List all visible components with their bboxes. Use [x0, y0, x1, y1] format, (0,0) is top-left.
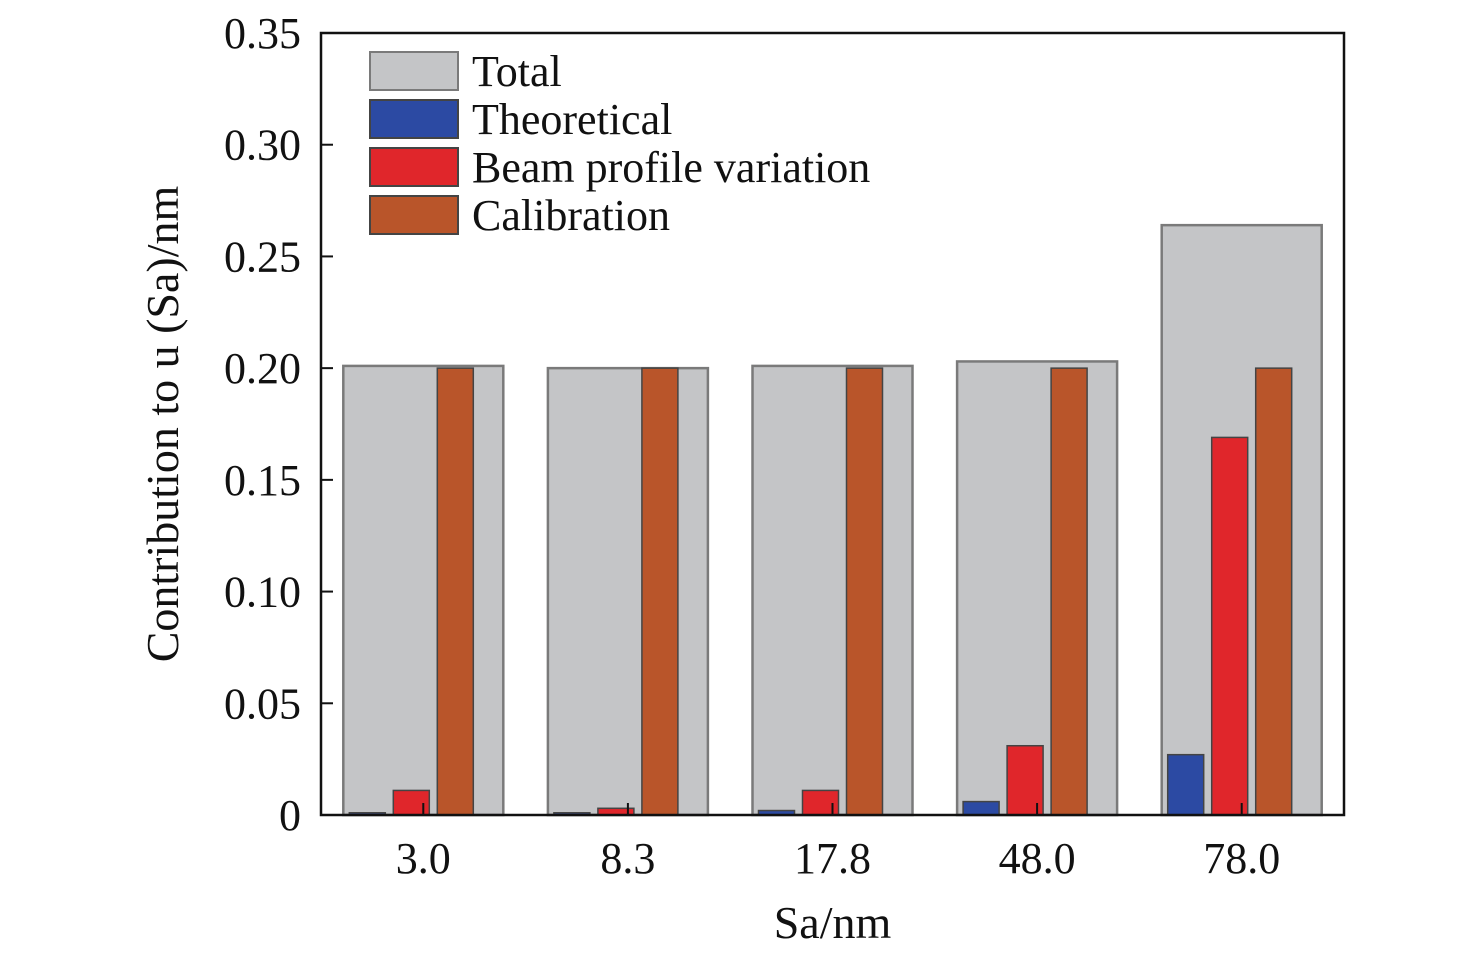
- legend-swatch-calibration: [369, 195, 459, 235]
- legend-label-beam-profile-variation: Beam profile variation: [472, 143, 870, 192]
- x-tick-label: 8.3: [600, 834, 655, 883]
- y-tick-label: 0: [279, 791, 301, 840]
- y-tick-label: 0.10: [224, 568, 301, 617]
- bar-theoretical-78-0: [1166, 753, 1205, 816]
- bar-calibration-48-0: [1050, 367, 1088, 816]
- ticks-layer: 0 0.05 0.10 0.15 0.20 0.25 0.30 0.35 3.0 8.3 17.8 4…: [224, 9, 1280, 883]
- bar-total-48-0: [955, 360, 1119, 817]
- bar-calibration-17-8: [845, 367, 884, 816]
- legend-swatch-total: [369, 51, 459, 91]
- x-tick-label: 17.8: [794, 834, 871, 883]
- bar-total-8-3: [546, 366, 710, 817]
- y-tick-label: 0.30: [224, 121, 301, 170]
- y-tick-label: 0.25: [224, 232, 301, 281]
- bar-theoretical-48-0: [962, 800, 1000, 816]
- legend-label-total: Total: [472, 47, 562, 96]
- bar-calibration-78-0: [1254, 367, 1293, 816]
- legend-swatch-beam-profile-variation: [369, 147, 459, 187]
- bars-layer: [342, 223, 1323, 817]
- legend-swatch-theoretical: [369, 99, 459, 139]
- legend-label-theoretical: Theoretical: [472, 95, 672, 144]
- x-tick-label: 78.0: [1203, 834, 1280, 883]
- bar-calibration-8-3: [641, 367, 679, 816]
- y-tick-label: 0.05: [224, 679, 301, 728]
- bar-beam-profile-variation-78-0: [1210, 436, 1249, 816]
- x-tick-label: 3.0: [396, 834, 451, 883]
- x-axis-title: Sa/nm: [774, 897, 892, 948]
- y-tick-label: 0.20: [224, 344, 301, 393]
- bar-total-3-0: [342, 364, 505, 817]
- y-tick-label: 0.35: [224, 9, 301, 58]
- bar-beam-profile-variation-48-0: [1006, 744, 1044, 816]
- y-tick-label: 0.15: [224, 456, 301, 505]
- legend-label-calibration: Calibration: [472, 191, 670, 240]
- bar-total-17-8: [751, 364, 914, 817]
- y-axis-title: Contribution to u (Sa)/nm: [137, 185, 188, 662]
- bar-calibration-3-0: [436, 367, 475, 816]
- x-tick-label: 48.0: [999, 834, 1076, 883]
